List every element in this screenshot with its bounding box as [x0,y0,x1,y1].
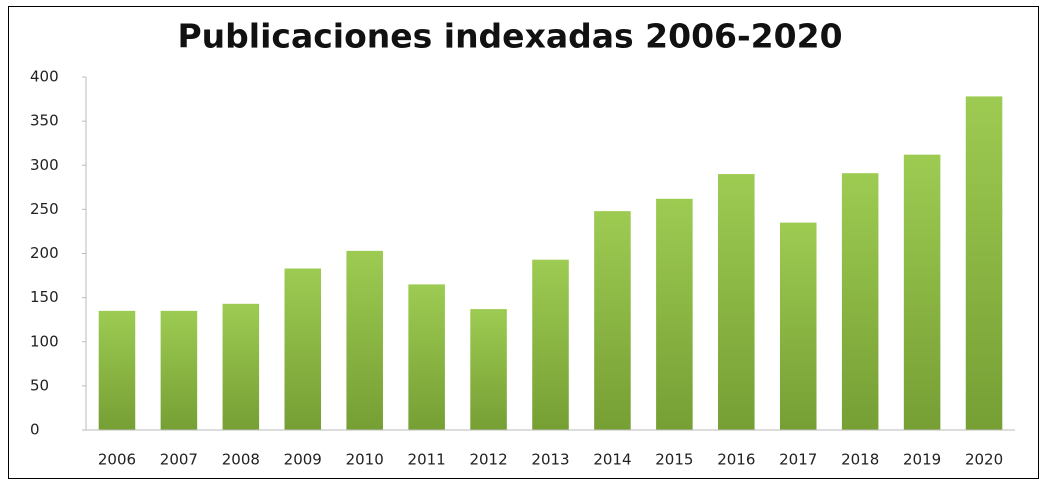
chart-title: Publicaciones indexadas 2006-2020 [177,17,842,56]
bar [284,268,322,430]
x-tick-label: 2015 [655,451,693,469]
x-tick-label: 2018 [841,451,879,469]
bar [841,173,879,430]
bar [594,211,631,430]
bar [470,309,507,430]
y-tick-label: 100 [30,332,59,350]
x-tick-label: 2008 [222,451,260,469]
y-tick-label: 400 [30,68,59,86]
bar [222,303,260,430]
y-tick-label: 50 [30,376,49,394]
bar [532,259,569,430]
y-tick-label: 150 [30,288,59,306]
x-tick-label: 2013 [531,451,569,469]
y-tick-label: 250 [30,200,59,218]
bar [408,284,445,430]
bar [903,154,941,430]
bar [656,198,693,430]
x-tick-label: 2020 [965,451,1003,469]
bar [779,222,817,430]
x-tick-label: 2017 [779,451,817,469]
y-tick-label: 0 [30,421,40,439]
x-tick-label: 2014 [593,451,631,469]
bar [965,96,1003,430]
y-tick-label: 300 [30,156,59,174]
x-tick-label: 2007 [160,451,198,469]
x-tick-label: 2016 [717,451,755,469]
x-tick-label: 2019 [903,451,941,469]
bar [98,310,136,430]
x-tick-label: 2012 [469,451,507,469]
x-tick-label: 2006 [98,451,136,469]
bar [160,310,198,430]
y-tick-label: 350 [30,112,59,130]
bar [718,174,755,430]
x-tick-label: 2010 [346,451,384,469]
bar [346,250,383,430]
x-tick-label: 2009 [284,451,322,469]
x-tick-label: 2011 [408,451,446,469]
y-tick-label: 200 [30,244,59,262]
